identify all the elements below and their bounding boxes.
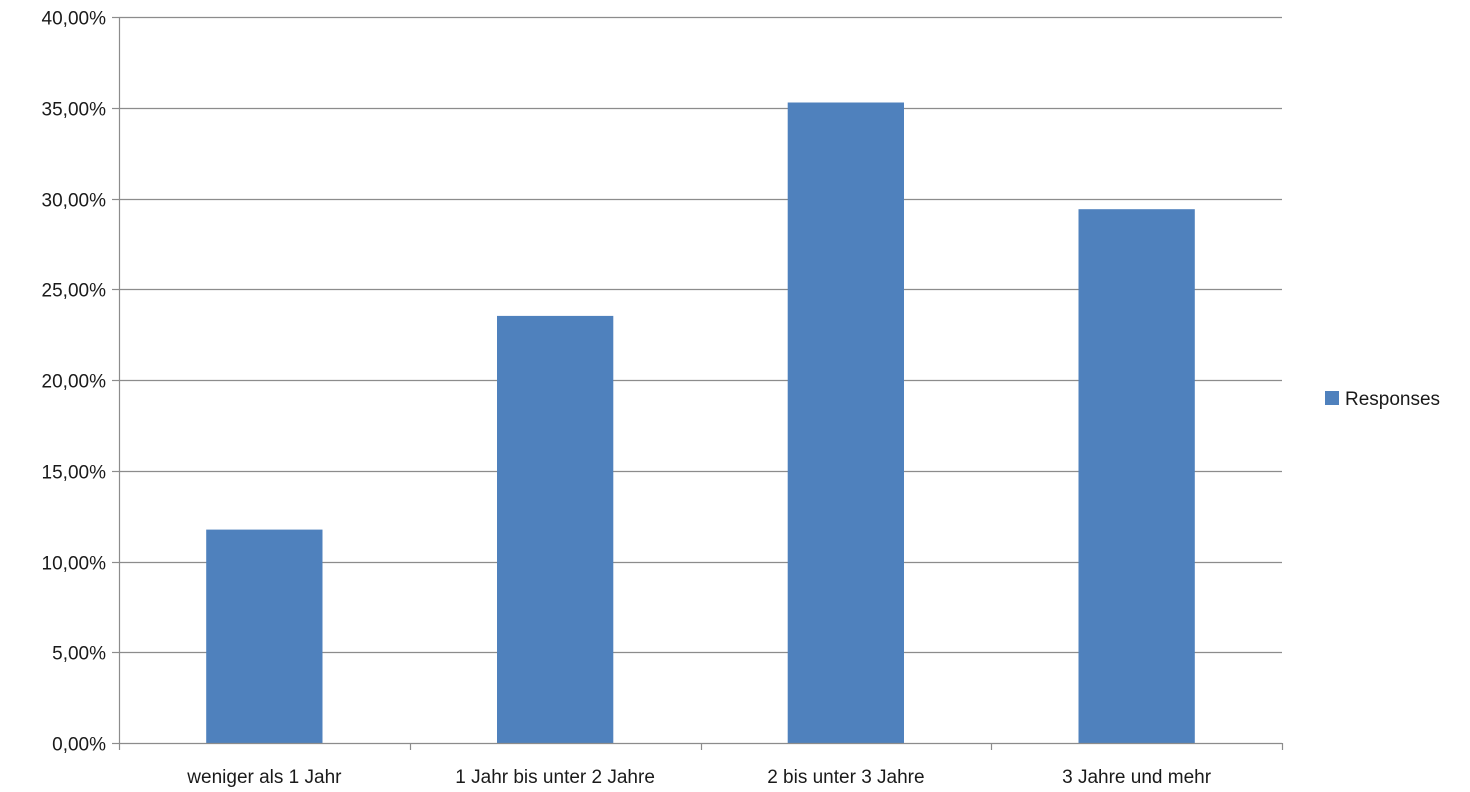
- y-tick-label: 5,00%: [52, 644, 106, 665]
- legend-swatch: [1325, 391, 1339, 405]
- axes: [112, 16, 1284, 750]
- bar-2: [497, 315, 614, 743]
- x-tick-label: 2 bis unter 3 Jahre: [767, 767, 924, 788]
- bar-4: [1078, 209, 1195, 743]
- legend-label: Responses: [1345, 389, 1440, 410]
- y-tick-label: 15,00%: [42, 463, 107, 484]
- x-tick-label: 3 Jahre und mehr: [1062, 767, 1212, 788]
- y-tick-label: 35,00%: [42, 100, 107, 121]
- legend: Responses: [1325, 389, 1440, 410]
- y-tick-label: 10,00%: [42, 554, 107, 575]
- x-tick-labels: weniger als 1 Jahr 1 Jahr bis unter 2 Jah…: [186, 767, 1211, 788]
- bar-3: [787, 102, 904, 743]
- y-tick-labels: 0,00% 5,00% 10,00% 15,00% 20,00% 25,00% 30,00%…: [42, 9, 107, 756]
- y-tick-label: 40,00%: [42, 9, 107, 30]
- bar-1: [206, 529, 323, 743]
- x-tick-label: 1 Jahr bis unter 2 Jahre: [455, 767, 655, 788]
- bars: [206, 102, 1195, 743]
- y-tick-label: 30,00%: [42, 191, 107, 212]
- x-tick-label: weniger als 1 Jahr: [186, 767, 342, 788]
- y-tick-label: 20,00%: [42, 372, 107, 393]
- y-tick-label: 25,00%: [42, 281, 107, 302]
- y-tick-label: 0,00%: [52, 735, 106, 756]
